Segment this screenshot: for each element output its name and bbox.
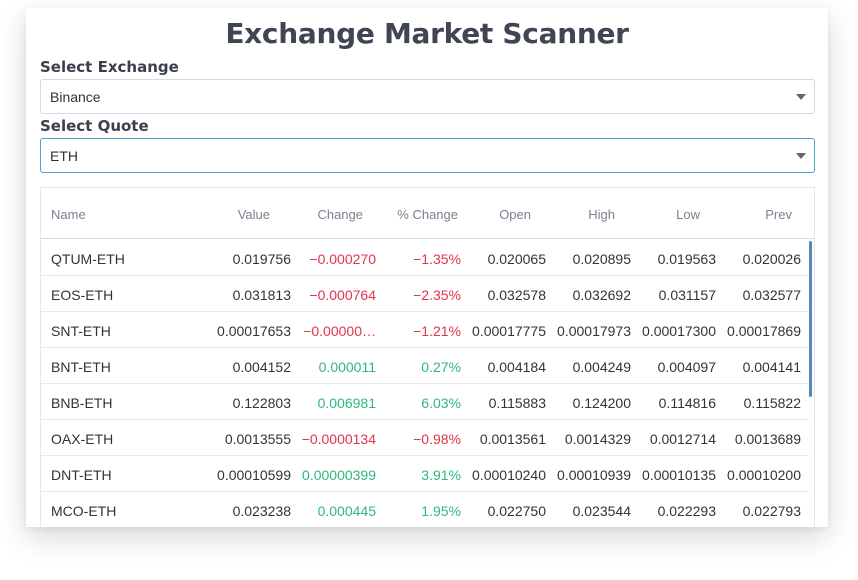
- chevron-down-icon: [796, 94, 806, 100]
- cell-pct-change: 6.03%: [421, 395, 461, 411]
- column-header-value[interactable]: Value: [237, 207, 270, 222]
- cell-prev: 0.004141: [742, 359, 801, 375]
- cell-change: −0.000764: [309, 287, 376, 303]
- cell-high: 0.004249: [572, 359, 631, 375]
- cell-open: 0.00010240: [472, 467, 546, 483]
- cell-change: −0.000270: [309, 251, 376, 267]
- cell-open: 0.00017775: [472, 323, 546, 339]
- table-row[interactable]: QTUM-ETH 0.019756 −0.000270 −1.35% 0.020065 0…: [41, 240, 809, 276]
- column-header-name[interactable]: Name: [51, 207, 86, 222]
- cell-open: 0.004184: [487, 359, 546, 375]
- cell-low: 0.019563: [657, 251, 716, 267]
- cell-pct-change: 1.95%: [421, 503, 461, 519]
- exchange-label: Select Exchange: [40, 58, 179, 76]
- cell-name: SNT-ETH: [51, 323, 111, 339]
- table-row[interactable]: SNT-ETH 0.00017653 −0.00000… −1.21% 0.000177…: [41, 312, 809, 348]
- table-row[interactable]: EOS-ETH 0.031813 −0.000764 −2.35% 0.032578 0.…: [41, 276, 809, 312]
- column-header-prev[interactable]: Prev: [765, 207, 792, 222]
- table-row[interactable]: DNT-ETH 0.00010599 0.00000399 3.91% 0.000102…: [41, 456, 809, 492]
- cell-low: 0.00017300: [642, 323, 716, 339]
- cell-name: OAX-ETH: [51, 431, 114, 447]
- cell-name: EOS-ETH: [51, 287, 114, 303]
- quote-select-value: ETH: [50, 148, 78, 164]
- cell-pct-change: 3.91%: [421, 467, 461, 483]
- cell-name: BNB-ETH: [51, 395, 113, 411]
- cell-high: 0.023544: [572, 503, 631, 519]
- cell-prev: 0.115822: [743, 395, 801, 411]
- cell-change: −0.00000…: [303, 323, 376, 339]
- cell-change: 0.006981: [317, 395, 376, 411]
- cell-name: MCO-ETH: [51, 503, 117, 519]
- cell-open: 0.0013561: [479, 431, 546, 447]
- cell-change: −0.0000134: [301, 431, 376, 447]
- chevron-down-icon: [796, 153, 806, 159]
- cell-prev: 0.032577: [742, 287, 801, 303]
- scrollbar[interactable]: [809, 241, 812, 397]
- cell-value: 0.00017653: [217, 323, 291, 339]
- cell-name: DNT-ETH: [51, 467, 112, 483]
- market-table: Name Value Change % Change Open High Low…: [40, 187, 815, 527]
- cell-high: 0.124200: [572, 395, 631, 411]
- page-title: Exchange Market Scanner: [225, 17, 629, 50]
- cell-name: BNT-ETH: [51, 359, 111, 375]
- cell-high: 0.0014329: [564, 431, 631, 447]
- column-header-open[interactable]: Open: [499, 207, 531, 222]
- cell-value: 0.004152: [232, 359, 291, 375]
- cell-value: 0.019756: [232, 251, 291, 267]
- cell-value: 0.031813: [232, 287, 291, 303]
- cell-name: QTUM-ETH: [51, 251, 125, 267]
- exchange-select-value: Binance: [50, 89, 101, 105]
- cell-low: 0.114816: [658, 395, 716, 411]
- cell-low: 0.0012714: [649, 431, 716, 447]
- cell-value: 0.023238: [232, 503, 291, 519]
- cell-open: 0.115883: [488, 395, 546, 411]
- cell-high: 0.032692: [572, 287, 631, 303]
- cell-value: 0.0013555: [224, 431, 291, 447]
- cell-low: 0.022293: [657, 503, 716, 519]
- cell-high: 0.00010939: [557, 467, 631, 483]
- cell-pct-change: −1.21%: [413, 323, 461, 339]
- cell-pct-change: 0.27%: [421, 359, 461, 375]
- cell-open: 0.022750: [487, 503, 546, 519]
- cell-change: 0.00000399: [302, 467, 376, 483]
- scanner-card: Exchange Market Scanner Select Exchange …: [26, 8, 828, 527]
- cell-change: 0.000011: [318, 359, 376, 375]
- table-row[interactable]: BNB-ETH 0.122803 0.006981 6.03% 0.115883 0.12…: [41, 384, 809, 420]
- cell-low: 0.00010135: [642, 467, 716, 483]
- table-header: Name Value Change % Change Open High Low…: [41, 188, 814, 239]
- column-header-change[interactable]: Change: [317, 207, 363, 222]
- cell-pct-change: −2.35%: [413, 287, 461, 303]
- cell-open: 0.032578: [487, 287, 546, 303]
- column-header-low[interactable]: Low: [676, 207, 700, 222]
- cell-pct-change: −1.35%: [413, 251, 461, 267]
- exchange-select[interactable]: Binance: [40, 79, 815, 114]
- cell-prev: 0.022793: [742, 503, 801, 519]
- table-row[interactable]: MCO-ETH 0.023238 0.000445 1.95% 0.022750 0.02…: [41, 492, 809, 527]
- column-header-pct-change[interactable]: % Change: [397, 207, 458, 222]
- cell-pct-change: −0.98%: [413, 431, 461, 447]
- quote-select[interactable]: ETH: [40, 138, 815, 173]
- cell-low: 0.004097: [657, 359, 716, 375]
- cell-prev: 0.020026: [742, 251, 801, 267]
- cell-high: 0.020895: [572, 251, 631, 267]
- column-header-high[interactable]: High: [588, 207, 615, 222]
- cell-prev: 0.0013689: [734, 431, 801, 447]
- cell-value: 0.00010599: [217, 467, 291, 483]
- cell-value: 0.122803: [232, 395, 291, 411]
- cell-low: 0.031157: [658, 287, 716, 303]
- cell-prev: 0.00017869: [727, 323, 801, 339]
- quote-label: Select Quote: [40, 117, 149, 135]
- cell-prev: 0.00010200: [727, 467, 801, 483]
- table-row[interactable]: OAX-ETH 0.0013555 −0.0000134 −0.98% 0.001356…: [41, 420, 809, 456]
- cell-change: 0.000445: [317, 503, 376, 519]
- table-row[interactable]: BNT-ETH 0.004152 0.000011 0.27% 0.004184 0.00…: [41, 348, 809, 384]
- cell-open: 0.020065: [487, 251, 546, 267]
- cell-high: 0.00017973: [557, 323, 631, 339]
